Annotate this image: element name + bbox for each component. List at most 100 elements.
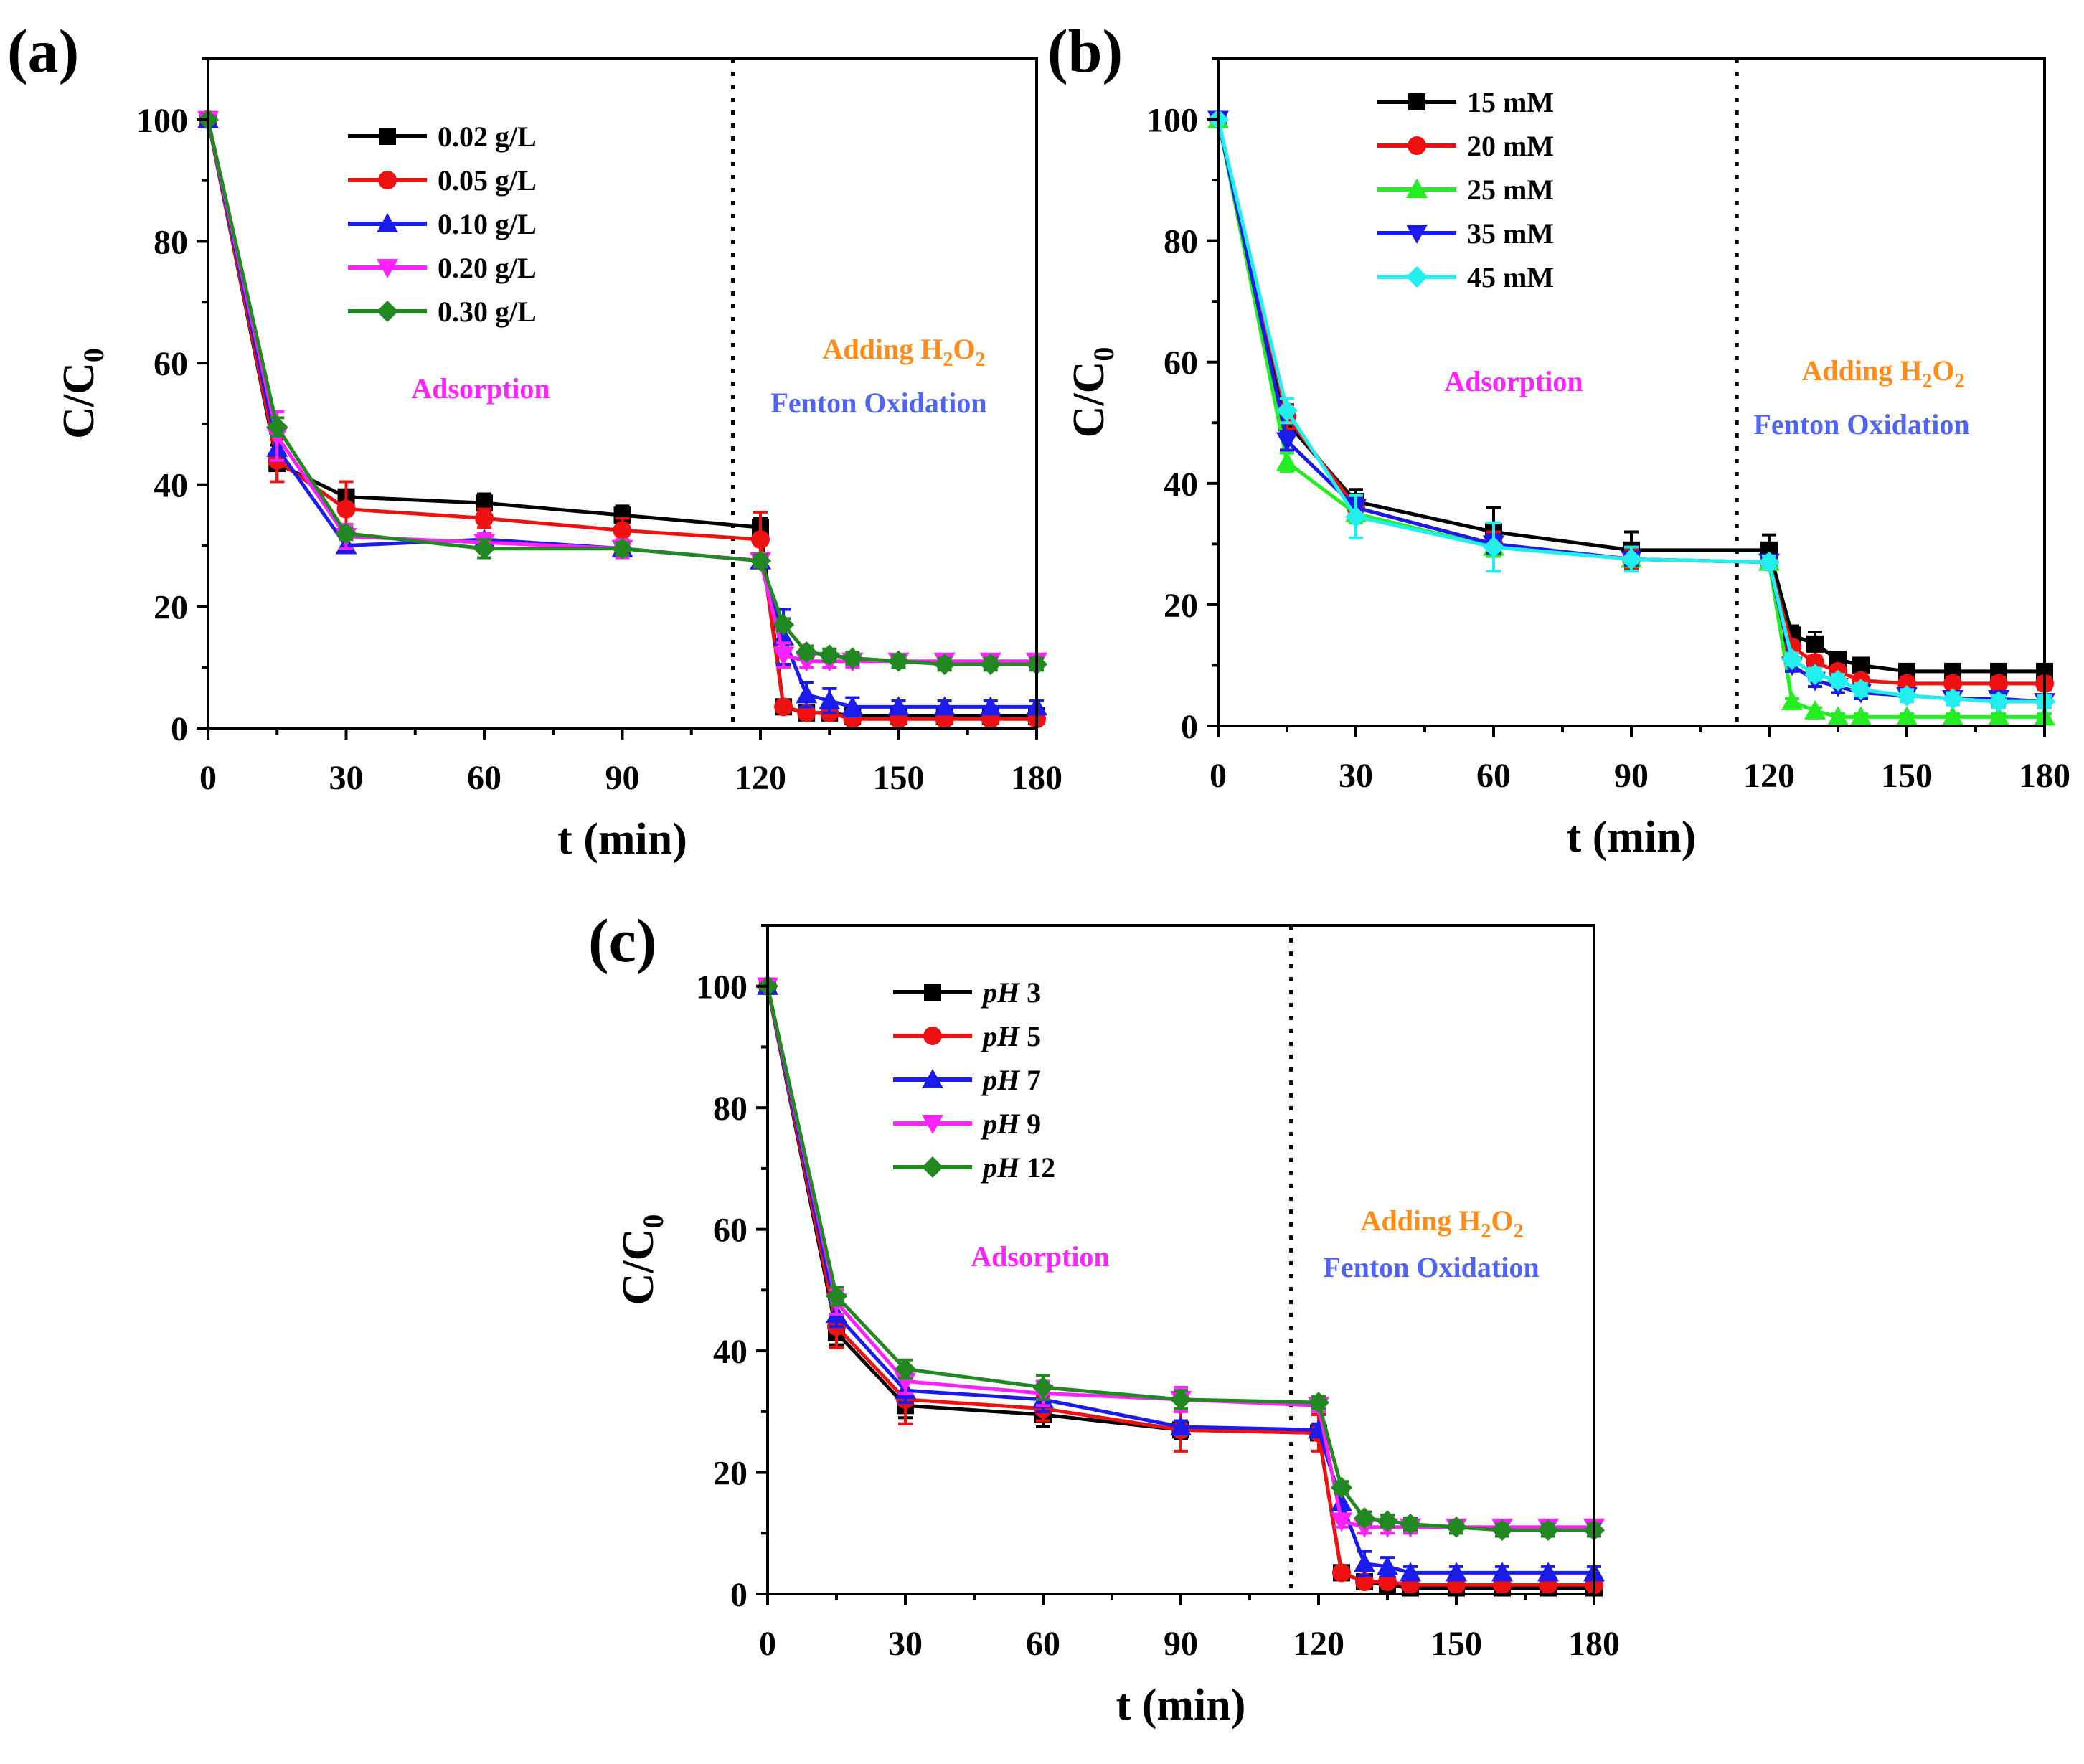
series-line: [765, 986, 1594, 1587]
y-axis-title: C/C0: [55, 348, 110, 439]
legend-label-rest: 5: [1019, 1020, 1041, 1052]
legend-a: 0.02 g/L 0.05 g/L 0.10 g/L 0.20 g/L 0.30 g/L: [348, 121, 537, 328]
legend-label: 25 mM: [1467, 174, 1554, 206]
x-tick-label: 90: [1164, 1625, 1198, 1663]
y-title-sub: 0: [637, 1214, 669, 1229]
data-point: [335, 522, 357, 544]
x-tick-label: 180: [2019, 757, 2070, 795]
series-a-1: [199, 110, 1046, 729]
y-tick-label: 40: [713, 1333, 748, 1371]
x-tick-label: 180: [1011, 759, 1062, 797]
adding-mid: O: [1932, 354, 1954, 387]
legend-marker: [378, 171, 397, 189]
data-point: [1446, 1562, 1467, 1582]
fenton-oxidation-label: Fenton Oxidation: [1323, 1251, 1539, 1283]
data-point: [796, 684, 818, 704]
x-tick-label: 120: [735, 759, 786, 797]
data-point: [473, 537, 495, 560]
data-point: [1850, 679, 1872, 701]
legend-b: 15 mM 20 mM 25 mM 35 mM 45 mM: [1377, 86, 1554, 293]
y-title-sub: 0: [77, 348, 110, 362]
x-tick-label: 0: [1210, 757, 1227, 795]
adding-h2o2-label: Adding H2O2: [823, 333, 986, 371]
data-point: [841, 696, 864, 716]
y-tick-label: 80: [154, 223, 188, 261]
data-point: [819, 644, 841, 666]
data-point: [1621, 548, 1642, 570]
y-title-sub: 0: [1088, 347, 1120, 362]
series-line: [206, 119, 1037, 709]
fenton-oxidation-label: Fenton Oxidation: [770, 387, 986, 419]
series-c-4: [757, 975, 1605, 1542]
y-title-main: C/C: [614, 1229, 663, 1306]
y-tick-label: 20: [154, 588, 188, 626]
data-point: [613, 521, 632, 540]
legend-label: pH 5: [981, 1020, 1041, 1052]
legend-label-rest: 9: [1019, 1108, 1041, 1140]
data-point: [1400, 1562, 1421, 1582]
x-tick-label: 30: [1339, 757, 1373, 795]
data-point: [475, 509, 494, 528]
plot-frame: [1217, 57, 2046, 727]
adding-prefix: Adding H: [823, 333, 943, 365]
data-point: [1446, 1516, 1467, 1538]
legend-label: 0.10 g/L: [438, 208, 537, 240]
y-tick-label: 100: [1146, 102, 1198, 140]
legend-label: 0.30 g/L: [438, 296, 537, 328]
x-tick-label: 0: [759, 1625, 776, 1663]
x-tick-label: 120: [1293, 1625, 1344, 1663]
series-a-4: [197, 108, 1047, 675]
data-point: [1170, 1388, 1192, 1410]
x-tick-label: 30: [329, 759, 364, 797]
data-point: [1988, 706, 2009, 726]
x-tick-label: 150: [1881, 757, 1933, 795]
legend-label: pH 3: [981, 976, 1041, 1009]
x-tick-label: 90: [1614, 757, 1649, 795]
legend-label: 0.05 g/L: [438, 164, 537, 197]
data-point: [979, 696, 1001, 716]
legend-label-italic: pH: [981, 1020, 1021, 1052]
x-tick-label: 60: [1026, 1625, 1060, 1663]
series-line: [206, 119, 1037, 721]
y-tick-label: 20: [1164, 587, 1198, 625]
data-point: [1537, 1562, 1559, 1582]
adding-prefix: Adding H: [1361, 1204, 1481, 1237]
y-tick-label: 20: [713, 1455, 748, 1493]
legend-marker: [1406, 266, 1428, 288]
y-title-main: C/C: [55, 362, 103, 439]
series-c-1: [758, 976, 1603, 1595]
data-point: [1781, 648, 1803, 670]
y-tick-label: 100: [136, 102, 188, 140]
data-point: [933, 696, 956, 716]
data-point: [1758, 551, 1780, 573]
legend-marker: [922, 1156, 943, 1178]
legend-label: 0.20 g/L: [438, 252, 537, 284]
data-point: [1345, 506, 1367, 528]
x-axis-title: t (min): [1116, 1681, 1246, 1730]
adsorption-label: Adsorption: [411, 372, 550, 405]
data-point: [1276, 400, 1298, 422]
fenton-oxidation-label: Fenton Oxidation: [1753, 408, 1969, 440]
adding-sub2: 2: [1954, 370, 1964, 392]
y-tick-label: 60: [154, 345, 188, 383]
legend-label-rest: 12: [1019, 1151, 1055, 1184]
legend-marker: [377, 301, 398, 322]
panel-label-c: (c): [588, 906, 656, 975]
data-point: [1942, 687, 1963, 709]
data-point: [1491, 1519, 1513, 1542]
y-tick-label: 80: [1164, 223, 1198, 261]
legend-label-rest: 3: [1019, 976, 1041, 1009]
legend-label-italic: pH: [981, 1108, 1021, 1140]
data-point: [1896, 706, 1918, 726]
legend-marker: [377, 213, 398, 232]
data-point: [336, 499, 356, 519]
data-point: [1942, 706, 1963, 726]
y-axis-title: C/C0: [614, 1214, 669, 1306]
legend-marker: [923, 1027, 942, 1045]
data-point: [826, 1285, 847, 1307]
data-point: [750, 550, 771, 572]
data-point: [1400, 1513, 1421, 1535]
